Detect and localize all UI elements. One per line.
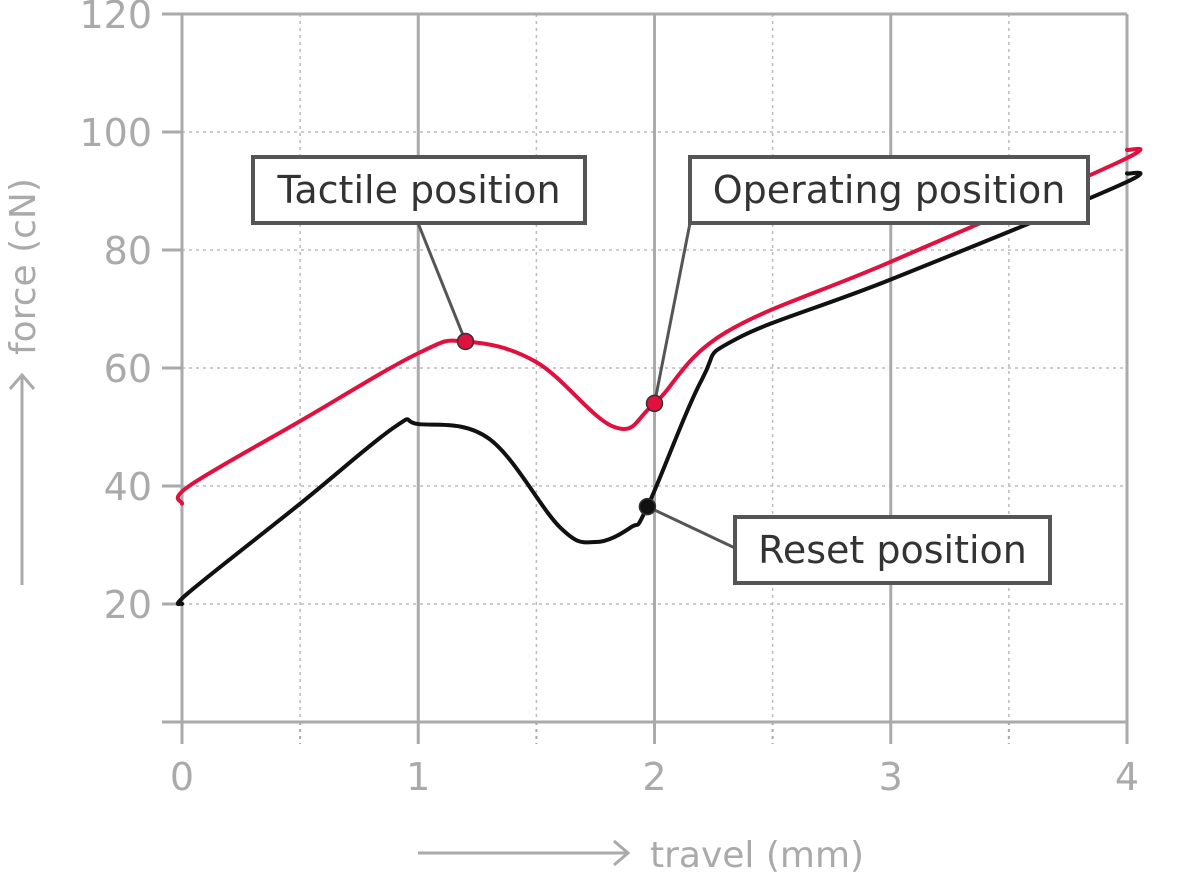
y-tick-label: 80 <box>104 229 152 273</box>
callout-box-3 <box>733 515 1052 585</box>
y-tick-label: 40 <box>104 465 152 509</box>
y-axis-arrow-head <box>8 372 36 390</box>
callout-label-3: Reset position <box>758 528 1027 572</box>
y-axis-label: force (cN) <box>3 178 44 355</box>
x-axis-label: travel (mm) <box>650 835 864 874</box>
y-axis-label-group: force (cN) <box>3 178 44 585</box>
x-axis-label-group: travel (mm) <box>418 835 864 874</box>
annotation-marker-1 <box>456 332 475 351</box>
annotation-marker-3 <box>638 497 657 516</box>
callout-label-2: Operating position <box>713 168 1066 212</box>
callout-box-2 <box>688 155 1090 225</box>
callout-label-1: Tactile position <box>276 168 560 212</box>
grid <box>180 14 1129 722</box>
series-lines <box>175 146 1143 607</box>
annotation-markers <box>456 332 664 516</box>
axes <box>162 12 1129 744</box>
tick-labels: 20 40 60 80 100 120 0 1 2 3 4 <box>79 0 1139 799</box>
callouts: Tactile position Operating position Reset … <box>251 155 1090 585</box>
callout-leader-3 <box>646 505 736 550</box>
y-tick-label: 20 <box>104 583 152 627</box>
callout-leader-2 <box>653 222 692 404</box>
x-tick-label: 3 <box>879 755 903 799</box>
y-tick-label: 100 <box>79 111 152 155</box>
series-line-1 <box>175 146 1143 506</box>
x-tick-label: 4 <box>1115 755 1139 799</box>
x-tick-label: 2 <box>642 755 666 799</box>
x-axis-arrow-head <box>613 839 631 867</box>
x-tick-label: 0 <box>170 755 194 799</box>
callout-leader-1 <box>416 222 467 343</box>
annotation-marker-2 <box>645 394 664 413</box>
y-tick-label: 120 <box>79 0 152 37</box>
y-tick-label: 60 <box>104 347 152 391</box>
callout-leaders <box>416 222 736 550</box>
series-line-2 <box>175 170 1143 607</box>
x-tick-label: 1 <box>406 755 430 799</box>
callout-box-1 <box>251 155 587 225</box>
